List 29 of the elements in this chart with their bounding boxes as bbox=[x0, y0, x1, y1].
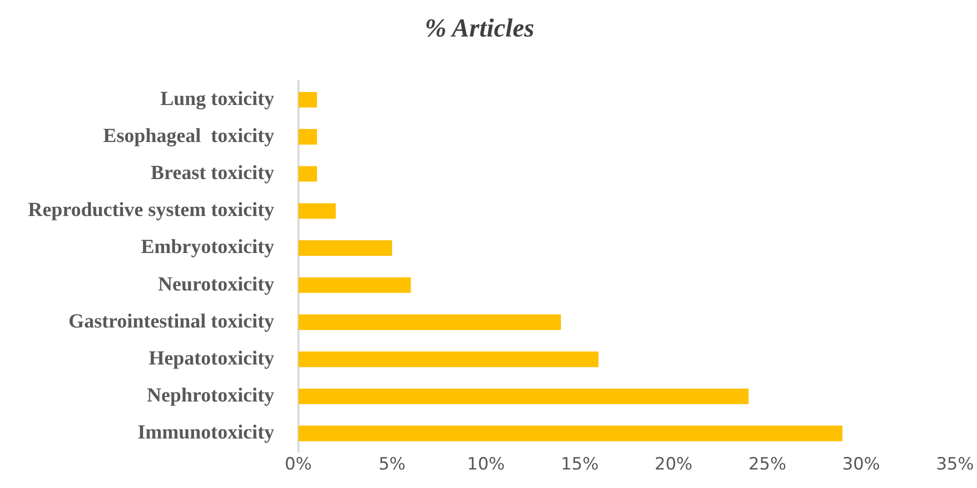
x-tick-label: 0% bbox=[284, 454, 312, 475]
y-tick-label: Reproductive system toxicity bbox=[28, 199, 274, 222]
x-tick-label: 20% bbox=[654, 454, 692, 475]
y-tick-label: Neurotoxicity bbox=[158, 273, 274, 296]
bar bbox=[298, 277, 411, 293]
x-tick-label: 35% bbox=[936, 454, 974, 475]
chart-title: % Articles bbox=[424, 13, 534, 42]
bar bbox=[298, 314, 561, 330]
x-tick-label: 15% bbox=[560, 454, 599, 475]
y-tick-label: Embryotoxicity bbox=[140, 236, 274, 258]
y-tick-label: Breast toxicity bbox=[150, 162, 274, 184]
bar bbox=[298, 129, 318, 145]
y-tick-label: Lung toxicity bbox=[160, 88, 274, 110]
bar bbox=[298, 388, 749, 404]
x-tick-label: 5% bbox=[378, 454, 406, 475]
y-tick-label: Nephrotoxicity bbox=[146, 384, 274, 407]
y-tick-label: Immunotoxicity bbox=[138, 422, 274, 444]
x-tick-label: 10% bbox=[466, 454, 505, 475]
x-tick-label: 25% bbox=[748, 454, 786, 475]
bar bbox=[298, 203, 336, 219]
bar bbox=[298, 92, 318, 108]
bar bbox=[298, 240, 392, 256]
x-tick-label: 30% bbox=[842, 454, 880, 475]
y-tick-label: Esophageal toxicity bbox=[103, 124, 274, 147]
y-tick-label: Hepatotoxicity bbox=[148, 347, 274, 370]
bar bbox=[298, 426, 842, 442]
bar bbox=[298, 166, 318, 182]
y-tick-label: Gastrointestinal toxicity bbox=[68, 310, 274, 332]
bar bbox=[298, 352, 598, 368]
